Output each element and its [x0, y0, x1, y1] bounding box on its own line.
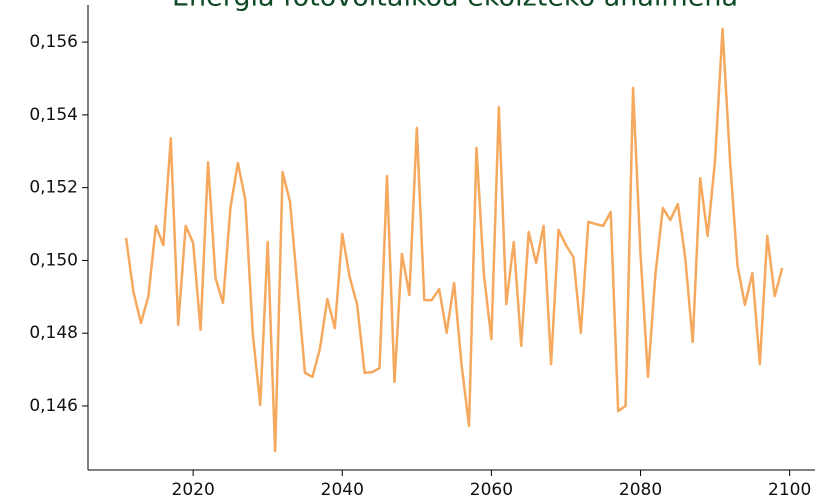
x-tick-label: 2040 [321, 480, 364, 498]
y-tick-label: 0,152 [29, 178, 78, 198]
x-tick-label: 2080 [619, 480, 662, 498]
y-tick-label: 0,146 [29, 396, 78, 416]
x-tick-label: 2020 [172, 480, 215, 498]
x-tick-label: 2100 [768, 480, 811, 498]
x-tick-label: 2060 [470, 480, 513, 498]
y-tick-label: 0,156 [29, 32, 78, 52]
chart-title: Energia fotovoltaikoa ekoizteko ahalmena [172, 0, 738, 13]
y-tick-label: 0,154 [29, 105, 78, 125]
data-line [124, 27, 784, 453]
y-tick-label: 0,148 [29, 323, 78, 343]
y-tick-label: 0,150 [29, 250, 78, 270]
